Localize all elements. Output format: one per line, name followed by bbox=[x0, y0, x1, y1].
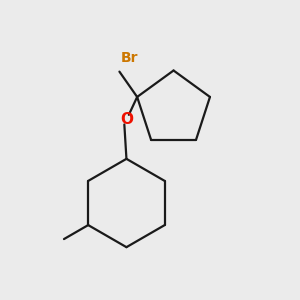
Text: Br: Br bbox=[121, 51, 138, 65]
Text: O: O bbox=[120, 112, 133, 127]
